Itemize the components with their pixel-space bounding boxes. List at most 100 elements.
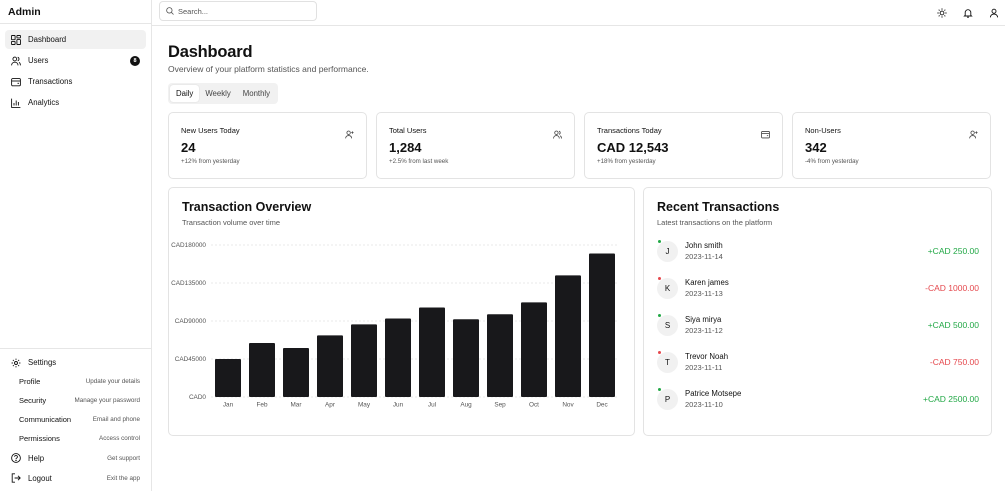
settings-item-desc: Access control <box>99 435 140 442</box>
avatar: P <box>657 389 678 410</box>
settings-item-label: Permissions <box>19 434 60 443</box>
x-tick-label: Jun <box>393 402 404 409</box>
tab-daily[interactable]: Daily <box>170 85 200 102</box>
card-change: +2.5% from last week <box>389 158 449 165</box>
dashboard-icon <box>11 34 21 45</box>
sidebar-item-analytics[interactable]: Analytics <box>5 93 146 112</box>
settings-item-desc: Update your details <box>85 378 140 385</box>
transaction-name: Trevor Noah <box>685 352 729 361</box>
transaction-row[interactable]: J John smith 2023-11-14 +CAD 250.00 <box>657 236 979 273</box>
recent-title: Recent Transactions <box>657 200 780 214</box>
user-plus-icon <box>345 130 354 139</box>
bar <box>453 319 479 397</box>
users-icon <box>11 56 21 65</box>
logout-desc: Exit the app <box>106 474 140 482</box>
settings-item-security[interactable]: Security Manage your password <box>5 391 146 410</box>
settings-item-desc: Manage your password <box>74 397 140 404</box>
transaction-row[interactable]: P Patrice Motsepe 2023-11-10 +CAD 2500.0… <box>657 384 979 421</box>
card-non-users: Non-Users 342 -4% from yesterday <box>792 112 991 179</box>
bar <box>555 275 581 397</box>
card-change: -4% from yesterday <box>805 158 859 165</box>
brand-title: Admin <box>0 0 151 24</box>
help-desc: Get support <box>107 454 140 462</box>
wallet-icon <box>761 131 770 139</box>
card-label: Transactions Today <box>597 126 662 135</box>
period-tabs: Daily Weekly Monthly <box>168 83 279 104</box>
card-change: +18% from yesterday <box>597 158 656 165</box>
x-tick-label: Mar <box>290 402 302 409</box>
logout-icon <box>11 473 21 483</box>
transaction-date: 2023-11-12 <box>685 326 723 335</box>
bar <box>249 342 275 397</box>
sidebar-item-users[interactable]: Users 8 <box>5 51 146 70</box>
stat-cards: New Users Today 24 +12% from yesterday T… <box>168 112 992 179</box>
y-tick-label: CAD45000 <box>175 356 207 363</box>
transaction-amount: +CAD 500.00 <box>927 320 979 330</box>
card-new-users: New Users Today 24 +12% from yesterday <box>168 112 367 179</box>
bar <box>351 324 377 397</box>
transaction-name: Karen james <box>685 278 729 287</box>
profile-button[interactable] <box>989 5 999 18</box>
x-tick-label: Apr <box>325 402 336 409</box>
top-icons <box>937 5 999 18</box>
transaction-name: Siya mirya <box>685 315 722 324</box>
bar <box>317 335 343 397</box>
card-value: 1,284 <box>389 140 422 155</box>
transaction-amount: +CAD 2500.00 <box>923 394 979 404</box>
page-title: Dashboard <box>168 43 253 61</box>
settings-item-profile[interactable]: Profile Update your details <box>5 372 146 391</box>
settings-item-communication[interactable]: Communication Email and phone <box>5 410 146 429</box>
y-tick-label: CAD180000 <box>171 242 206 249</box>
y-tick-label: CAD135000 <box>171 280 206 287</box>
help-circle-icon <box>11 453 21 463</box>
transaction-amount: +CAD 250.00 <box>927 246 979 256</box>
help-left: Help <box>11 453 44 463</box>
bar <box>521 302 547 397</box>
card-icon-wrap <box>761 126 770 139</box>
transaction-name: Patrice Motsepe <box>685 389 742 398</box>
transaction-row[interactable]: S Siya mirya 2023-11-12 +CAD 500.00 <box>657 310 979 347</box>
x-tick-label: Jul <box>428 402 436 409</box>
tab-weekly[interactable]: Weekly <box>205 89 231 98</box>
transaction-date: 2023-11-10 <box>685 400 723 409</box>
y-tick-label: CAD90000 <box>175 318 207 325</box>
avatar: K <box>657 278 678 299</box>
logout-item[interactable]: Logout Exit the app <box>5 468 146 488</box>
card-value: CAD 12,543 <box>597 140 669 155</box>
sidebar-item-label: Analytics <box>28 98 60 107</box>
status-dot <box>658 277 661 280</box>
card-transactions-today: Transactions Today CAD 12,543 +18% from … <box>584 112 783 179</box>
settings-item-permissions[interactable]: Permissions Access control <box>5 429 146 448</box>
x-tick-label: Oct <box>529 402 539 409</box>
help-item[interactable]: Help Get support <box>5 448 146 468</box>
settings-item-desc: Email and phone <box>92 416 140 423</box>
transaction-amount: -CAD 1000.00 <box>925 283 979 293</box>
sidebar-item-transactions[interactable]: Transactions <box>5 72 146 91</box>
card-change: +12% from yesterday <box>181 158 240 165</box>
transaction-row[interactable]: T Trevor Noah 2023-11-11 -CAD 750.00 <box>657 347 979 384</box>
search-input[interactable] <box>178 6 308 16</box>
gear-icon <box>11 358 21 367</box>
x-tick-label: Dec <box>596 402 608 409</box>
sidebar-bottom: Settings Profile Update your details Sec… <box>0 348 151 488</box>
tab-monthly[interactable]: Monthly <box>242 89 271 98</box>
transaction-name: John smith <box>685 241 723 250</box>
bar <box>419 307 445 397</box>
notifications-button[interactable] <box>963 5 973 18</box>
x-tick-label: May <box>358 402 371 409</box>
settings-item-label: Security <box>19 396 47 405</box>
bar <box>589 253 615 397</box>
sidebar-item-dashboard[interactable]: Dashboard <box>5 30 146 49</box>
transaction-row[interactable]: K Karen james 2023-11-13 -CAD 1000.00 <box>657 273 979 310</box>
theme-toggle-button[interactable] <box>937 5 947 18</box>
transaction-date: 2023-11-13 <box>685 289 723 298</box>
settings-section[interactable]: Settings <box>5 355 146 370</box>
settings-label: Settings <box>28 358 57 367</box>
card-icon-wrap <box>969 126 978 139</box>
bar <box>385 318 411 397</box>
recent-transactions-panel: Recent Transactions Latest transactions … <box>643 187 992 436</box>
x-tick-label: Sep <box>494 402 506 409</box>
search-box[interactable] <box>159 1 317 21</box>
bar <box>487 314 513 397</box>
top-bar <box>152 0 1005 26</box>
